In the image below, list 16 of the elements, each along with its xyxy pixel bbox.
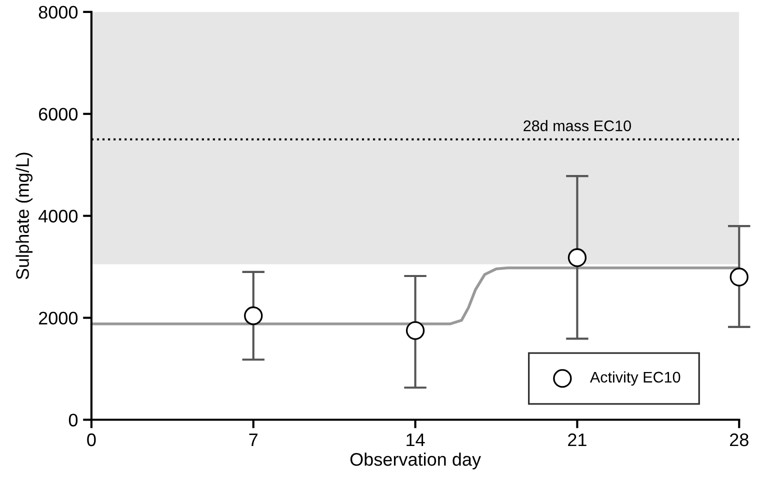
y-tick-label: 2000	[38, 312, 78, 325]
y-tick-label: 6000	[39, 108, 78, 121]
x-tick-label: 0	[87, 433, 96, 446]
legend-label: Activity EC10	[590, 371, 680, 386]
x-tick-label: 7	[249, 434, 258, 446]
x-axis-title: Observation day	[350, 452, 481, 470]
x-tick-label: 21	[568, 433, 586, 446]
point	[406, 321, 425, 340]
ref-line-label: 28d mass EC10	[524, 120, 631, 132]
y-tick-label: 4000	[38, 210, 78, 223]
y-tick-label: 0	[68, 414, 78, 426]
point	[568, 248, 587, 267]
y-axis-title: Sulphate (mg/L)	[16, 152, 33, 280]
y-tick-label: 8000	[38, 6, 78, 19]
x-tick-label: 28	[730, 433, 748, 446]
x-tick-label: 14	[406, 434, 425, 446]
